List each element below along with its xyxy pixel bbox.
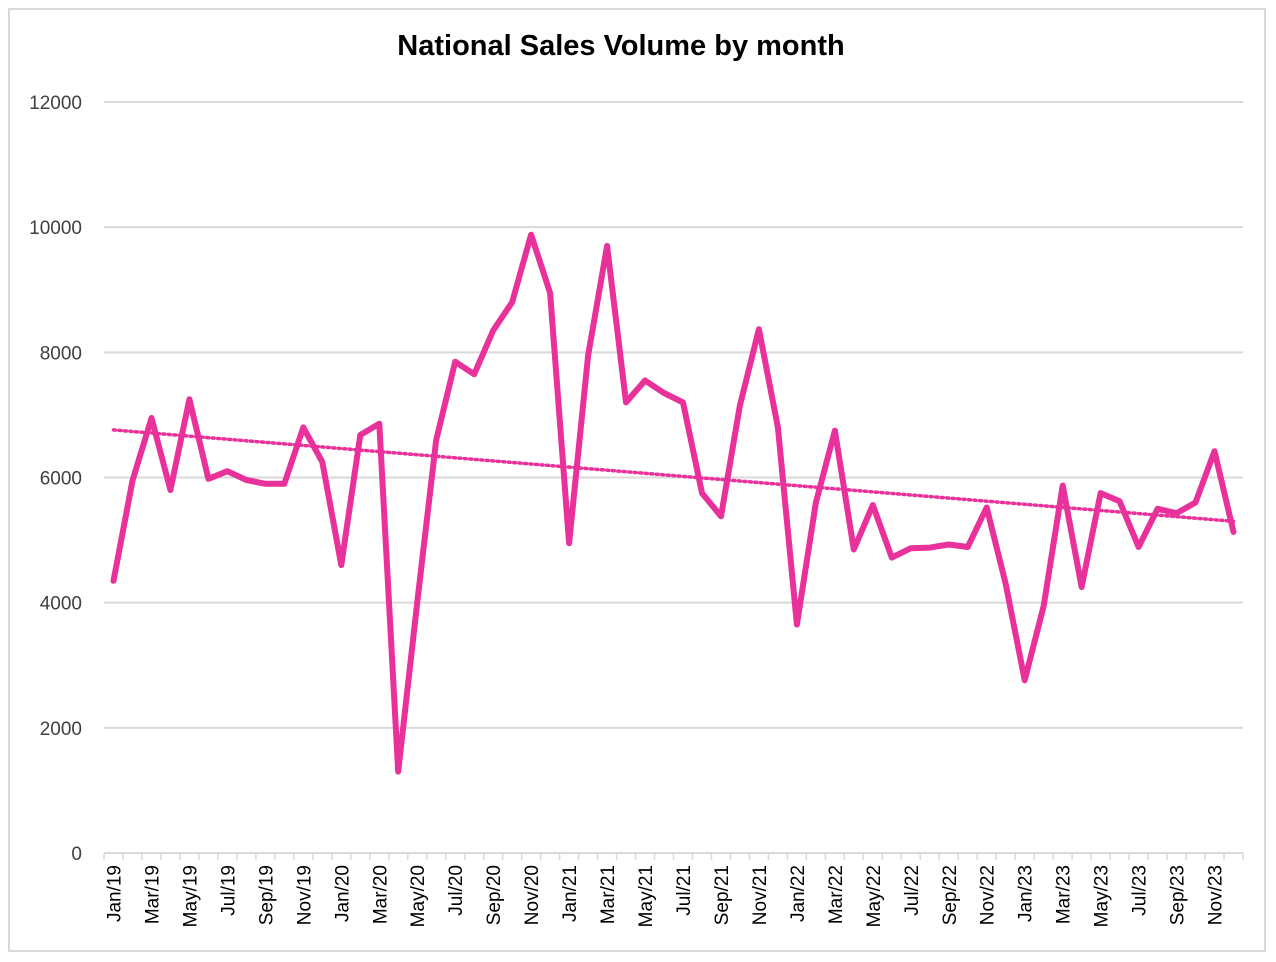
- x-tick-label: Mar/20: [370, 865, 391, 924]
- x-tick-label: Nov/21: [750, 865, 771, 925]
- x-tick-label: Mar/23: [1054, 865, 1075, 924]
- x-tick-label: Jan/23: [1016, 865, 1037, 922]
- x-tick-label: Jul/22: [902, 865, 923, 916]
- y-tick-label: 12000: [29, 93, 82, 114]
- x-tick-label: May/21: [636, 865, 657, 927]
- x-tick-label: Jan/19: [104, 865, 125, 922]
- y-tick-label: 10000: [29, 218, 82, 239]
- x-tick-label: May/20: [408, 865, 429, 927]
- x-tick-label: May/23: [1092, 865, 1113, 927]
- x-tick-label: Jul/23: [1130, 865, 1151, 916]
- x-tick-label: Nov/22: [978, 865, 999, 925]
- gridlines: [104, 101, 1243, 729]
- y-tick-label: 4000: [40, 594, 82, 615]
- x-tick-label: May/19: [180, 865, 201, 927]
- chart-frame: [8, 8, 1266, 952]
- x-tick-label: Jan/20: [332, 865, 353, 922]
- y-tick-label: 0: [71, 844, 82, 865]
- series-line: [110, 231, 1237, 775]
- x-tick-label: Jul/20: [446, 865, 467, 916]
- y-tick-label: 6000: [40, 469, 82, 490]
- x-axis-ticks: Jan/19 Mar/19 May/19 Jul/19 Sep/19 Nov/19 Jan/…: [104, 865, 1226, 927]
- chart-title: National Sales Volume by month: [397, 30, 845, 62]
- x-tick-label: Mar/21: [598, 865, 619, 924]
- x-tick-label: Jul/21: [674, 865, 695, 916]
- x-tick-label: Nov/23: [1206, 865, 1227, 925]
- series-group: [110, 231, 1237, 775]
- x-tick-label: Jul/19: [218, 865, 239, 916]
- y-tick-label: 2000: [40, 719, 82, 740]
- x-tick-label: Sep/23: [1168, 865, 1189, 925]
- x-tick-label: Nov/20: [522, 865, 543, 925]
- x-tick-label: Sep/21: [712, 865, 733, 925]
- x-tick-label: Jan/22: [788, 865, 809, 922]
- x-tick-label: Jan/21: [560, 865, 581, 922]
- x-tick-label: Mar/22: [826, 865, 847, 924]
- x-tick-label: Sep/19: [256, 865, 277, 925]
- x-axis: [103, 852, 1244, 860]
- x-tick-label: Sep/20: [484, 865, 505, 925]
- y-tick-label: 8000: [40, 343, 82, 364]
- x-tick-label: Mar/19: [142, 865, 163, 924]
- x-tick-label: May/22: [864, 865, 885, 927]
- x-tick-label: Nov/19: [294, 865, 315, 925]
- x-tick-label: Sep/22: [940, 865, 961, 925]
- y-axis-ticks: 0 2000 4000 6000 8000 10000 12000: [29, 93, 82, 865]
